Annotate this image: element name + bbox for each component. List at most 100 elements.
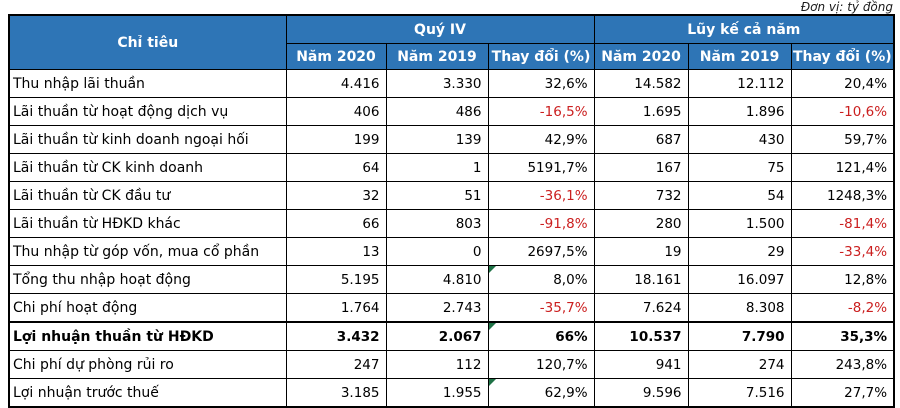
cell-ytd-2020: 18.161: [593, 265, 689, 294]
cell-ytd-2020: 10.537: [593, 321, 689, 351]
cell-ytd-change: 121,4%: [790, 153, 895, 182]
subheader-ytd-nam-2019: Năm 2019: [687, 43, 792, 70]
cell-q4-2019: 1: [385, 153, 489, 182]
error-triangle-icon: [489, 266, 496, 273]
cell-q4-2020: 4.416: [285, 69, 387, 98]
row-label: Thu nhập lãi thuần: [8, 69, 287, 98]
cell-q4-change: 120,7%: [487, 350, 595, 379]
cell-ytd-change: -8,2%: [790, 293, 895, 323]
row-label: Lãi thuần từ kinh doanh ngoại hối: [8, 125, 287, 154]
cell-q4-2019: 3.330: [385, 69, 489, 98]
table-row: Lãi thuần từ HĐKD khác 66 803 -91,8% 280…: [8, 209, 895, 238]
cell-ytd-2020: 687: [593, 125, 689, 154]
error-triangle-icon: [489, 323, 496, 330]
group-header-quy-iv: Quý IV: [285, 14, 595, 44]
cell-q4-change: 62,9%: [487, 378, 595, 408]
cell-ytd-2020: 732: [593, 181, 689, 210]
cell-q4-2020: 64: [285, 153, 387, 182]
cell-ytd-2020: 280: [593, 209, 689, 238]
cell-ytd-change: -33,4%: [790, 237, 895, 266]
table-row: Lợi nhuận thuần từ HĐKD 3.432 2.067 66% …: [8, 321, 895, 351]
cell-ytd-2019: 54: [687, 181, 792, 210]
cell-q4-change: -35,7%: [487, 293, 595, 323]
table-row: Lãi thuần từ hoạt động dịch vụ 406 486 -…: [8, 97, 895, 126]
row-label: Lãi thuần từ hoạt động dịch vụ: [8, 97, 287, 126]
cell-q4-2019: 1.955: [385, 378, 489, 408]
table-row: Lãi thuần từ CK kinh doanh 64 1 5191,7% …: [8, 153, 895, 182]
financial-results-table: Chỉ tiêu Quý IV Lũy kế cả năm Năm 2020 N…: [8, 14, 896, 408]
cell-q4-2020: 199: [285, 125, 387, 154]
table-row: Lãi thuần từ CK đầu tư 32 51 -36,1% 732 …: [8, 181, 895, 210]
cell-ytd-2019: 8.308: [687, 293, 792, 323]
cell-ytd-change: 243,8%: [790, 350, 895, 379]
cell-ytd-2019: 29: [687, 237, 792, 266]
row-label: Chi phí hoạt động: [8, 293, 287, 323]
cell-q4-change: 42,9%: [487, 125, 595, 154]
cell-q4-change: 66%: [487, 321, 595, 351]
cell-ytd-2019: 1.500: [687, 209, 792, 238]
error-triangle-icon: [489, 379, 496, 386]
cell-q4-change: 8,0%: [487, 265, 595, 294]
subheader-q4-nam-2020: Năm 2020: [285, 43, 387, 70]
cell-q4-2019: 2.743: [385, 293, 489, 323]
cell-ytd-2020: 7.624: [593, 293, 689, 323]
cell-q4-2020: 5.195: [285, 265, 387, 294]
row-label: Lợi nhuận thuần từ HĐKD: [8, 321, 287, 351]
cell-ytd-2020: 14.582: [593, 69, 689, 98]
row-label: Tổng thu nhập hoạt động: [8, 265, 287, 294]
table-row: Chi phí dự phòng rủi ro 247 112 120,7% 9…: [8, 350, 895, 379]
cell-q4-change: 32,6%: [487, 69, 595, 98]
cell-ytd-2019: 75: [687, 153, 792, 182]
cell-ytd-2019: 12.112: [687, 69, 792, 98]
corner-header-chi-tieu: Chỉ tiêu: [8, 14, 287, 70]
cell-ytd-change: 1248,3%: [790, 181, 895, 210]
table-row: Thu nhập lãi thuần 4.416 3.330 32,6% 14.…: [8, 69, 895, 98]
cell-q4-2019: 486: [385, 97, 489, 126]
cell-ytd-2019: 7.790: [687, 321, 792, 351]
cell-q4-2020: 1.764: [285, 293, 387, 323]
cell-ytd-2020: 1.695: [593, 97, 689, 126]
table-row: Tổng thu nhập hoạt động 5.195 4.810 8,0%…: [8, 265, 895, 294]
cell-q4-2019: 803: [385, 209, 489, 238]
subheader-q4-nam-2019: Năm 2019: [385, 43, 489, 70]
cell-q4-2020: 3.432: [285, 321, 387, 351]
subheader-ytd-thay-doi: Thay đổi (%): [790, 43, 895, 70]
cell-q4-change: -36,1%: [487, 181, 595, 210]
cell-ytd-2019: 274: [687, 350, 792, 379]
cell-q4-2019: 112: [385, 350, 489, 379]
cell-ytd-2020: 941: [593, 350, 689, 379]
row-label: Lãi thuần từ HĐKD khác: [8, 209, 287, 238]
cell-ytd-change: 35,3%: [790, 321, 895, 351]
row-label: Lãi thuần từ CK đầu tư: [8, 181, 287, 210]
row-label: Thu nhập từ góp vốn, mua cổ phần: [8, 237, 287, 266]
cell-ytd-2019: 16.097: [687, 265, 792, 294]
table-row: Thu nhập từ góp vốn, mua cổ phần 13 0 26…: [8, 237, 895, 266]
cell-q4-2020: 66: [285, 209, 387, 238]
cell-q4-change: 2697,5%: [487, 237, 595, 266]
cell-q4-2020: 3.185: [285, 378, 387, 408]
cell-ytd-change: -81,4%: [790, 209, 895, 238]
cell-ytd-2019: 1.896: [687, 97, 792, 126]
cell-q4-2020: 13: [285, 237, 387, 266]
cell-q4-2020: 406: [285, 97, 387, 126]
table-row: Lợi nhuận trước thuế 3.185 1.955 62,9% 9…: [8, 378, 895, 408]
cell-q4-2019: 0: [385, 237, 489, 266]
table-row: Chi phí hoạt động 1.764 2.743 -35,7% 7.6…: [8, 293, 895, 323]
cell-ytd-2020: 9.596: [593, 378, 689, 408]
cell-q4-2019: 4.810: [385, 265, 489, 294]
cell-ytd-change: 20,4%: [790, 69, 895, 98]
cell-ytd-change: 12,8%: [790, 265, 895, 294]
table-row: Lãi thuần từ kinh doanh ngoại hối 199 13…: [8, 125, 895, 154]
cell-q4-change: -91,8%: [487, 209, 595, 238]
cell-ytd-2020: 167: [593, 153, 689, 182]
cell-q4-2019: 51: [385, 181, 489, 210]
cell-q4-change: 5191,7%: [487, 153, 595, 182]
cell-q4-change: -16,5%: [487, 97, 595, 126]
cell-ytd-change: 27,7%: [790, 378, 895, 408]
cell-ytd-change: -10,6%: [790, 97, 895, 126]
table-header: Chỉ tiêu Quý IV Lũy kế cả năm Năm 2020 N…: [8, 14, 895, 70]
cell-q4-2020: 32: [285, 181, 387, 210]
row-label: Lợi nhuận trước thuế: [8, 378, 287, 408]
table-body: Thu nhập lãi thuần 4.416 3.330 32,6% 14.…: [8, 69, 895, 408]
cell-ytd-2019: 7.516: [687, 378, 792, 408]
